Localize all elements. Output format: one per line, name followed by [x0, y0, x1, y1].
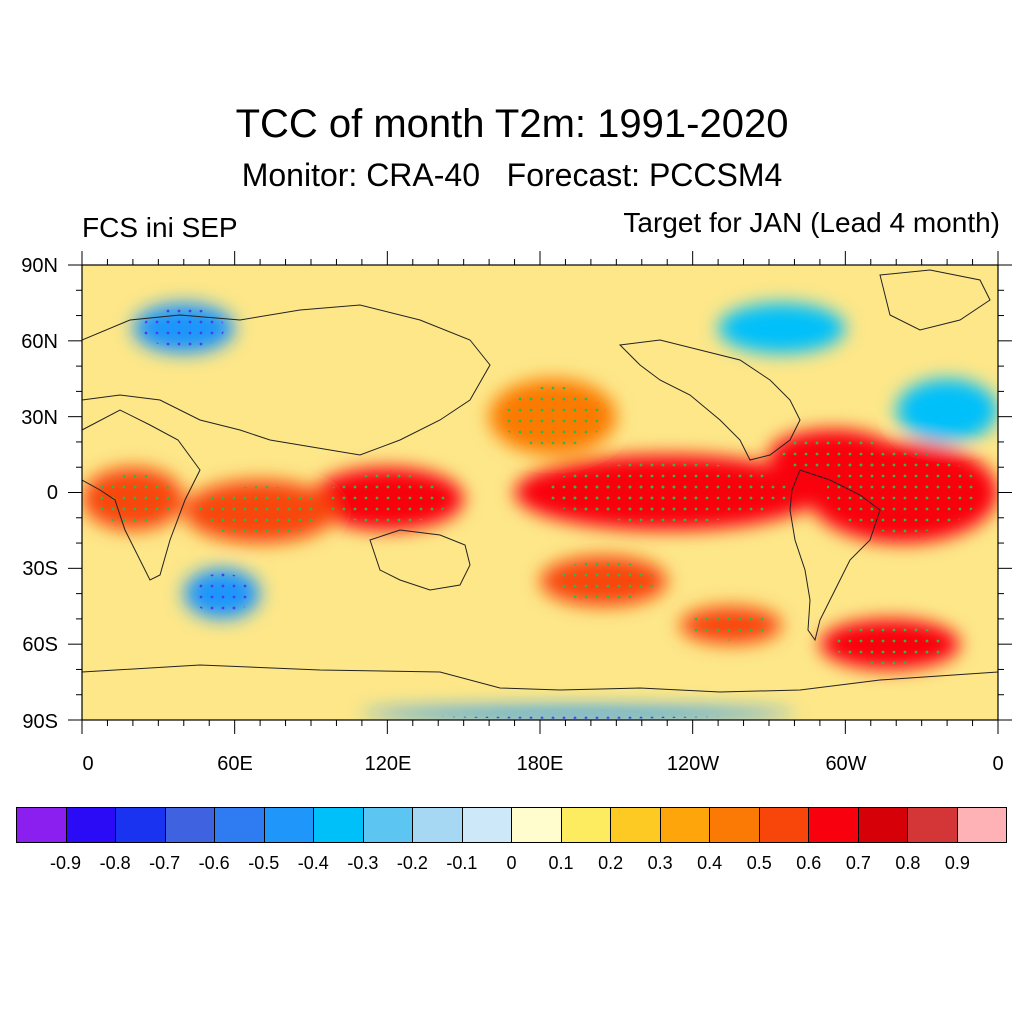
lat-tick-label: 30S — [22, 558, 58, 580]
colorbar-cell — [116, 808, 166, 842]
greenland-outline — [879, 269, 991, 331]
colorbar-cell — [66, 808, 116, 842]
colorbar-cell — [561, 808, 611, 842]
dots-south-atlantic — [833, 623, 946, 665]
map-field — [82, 265, 998, 720]
colorbar-cell — [809, 808, 859, 842]
significance-dots — [92, 307, 979, 719]
colorbar-tick-label: 0.1 — [548, 853, 574, 873]
dots-southeast-pacific — [690, 610, 772, 641]
lat-tick-label: 30N — [21, 407, 58, 429]
axis-ticks — [68, 251, 1012, 734]
colorbar-cell — [908, 808, 958, 842]
lon-tick-label: 120E — [364, 753, 412, 775]
dots-north-pacific-subtropics — [501, 386, 604, 447]
colorbar-tick-label: 0 — [506, 853, 517, 873]
dots-south-pacific-subtropics — [552, 560, 655, 602]
south-america-outline — [789, 469, 881, 642]
colorbar-tick-label: 0.5 — [746, 853, 772, 873]
lat-tick-label: 90N — [21, 255, 58, 277]
colorbar-tick-label: -0.8 — [99, 853, 131, 873]
colorbar-cell — [462, 808, 512, 842]
colorbar-tick-label: -0.5 — [248, 853, 280, 873]
region-canada — [718, 302, 846, 354]
lat-tick-label: 60S — [22, 634, 58, 656]
australia-outline — [369, 529, 471, 591]
coastlines — [82, 269, 998, 693]
lat-tick-label: 60N — [21, 331, 58, 353]
dots-maritime-continent — [326, 473, 449, 525]
colorbar-tick-label: -0.1 — [446, 853, 478, 873]
africa-outline — [82, 409, 201, 581]
dots-caribbean — [781, 434, 884, 475]
colorbar-tick-label: -0.9 — [50, 853, 82, 873]
chart-title: TCC of month T2m: 1991-2020 — [235, 102, 789, 146]
dots-indian-ocean — [199, 486, 322, 537]
region-north-atlantic — [896, 378, 998, 442]
colorbar-cell — [264, 808, 314, 842]
lat-tick-label: 90S — [22, 711, 58, 733]
colorbar-cell — [413, 808, 463, 842]
colorbar-cell — [165, 808, 215, 842]
lon-tick-label: 0 — [992, 753, 1004, 775]
colorbar-cell — [660, 808, 710, 842]
colorbar-tick-label: -0.3 — [347, 853, 379, 873]
colorbar-tick-label: -0.6 — [198, 853, 230, 873]
dots-tropical-atlantic — [826, 452, 979, 533]
dots-antarctic — [405, 708, 752, 719]
colorbar-cell — [858, 808, 908, 842]
colorbar-cell — [611, 808, 661, 842]
eurasia-outline — [82, 304, 491, 456]
dots-south-indian-ocean — [191, 573, 253, 614]
colorbar-tick-label: 0.3 — [647, 853, 673, 873]
dots-africa-west — [92, 473, 174, 525]
lat-tick-label: 0 — [46, 482, 58, 504]
colorbar-tick-label: -0.4 — [297, 853, 329, 873]
lon-tick-label: 0 — [82, 753, 94, 775]
colorbar-cell — [957, 808, 1006, 842]
lon-tick-label: 60E — [217, 753, 253, 775]
colorbar-cell — [314, 808, 364, 842]
colorbar-tick-label: -0.2 — [396, 853, 428, 873]
colorbar-tick-label: 0.2 — [598, 853, 624, 873]
lon-tick-label: 120W — [666, 753, 720, 775]
lon-tick-label: 180E — [516, 753, 564, 775]
colorbar-cell — [17, 808, 67, 842]
colorbar-cell — [710, 808, 760, 842]
colorbar-tick-label: 0.9 — [944, 853, 970, 873]
lon-tick-label: 60W — [825, 753, 867, 775]
colorbar — [16, 807, 1007, 843]
colorbar-tick-label: 0.4 — [697, 853, 723, 873]
colorbar-tick-label: -0.7 — [149, 853, 181, 873]
colorbar-tick-label: 0.6 — [796, 853, 822, 873]
chart-subtitle: Monitor: CRA-40 Forecast: PCCSM4 — [241, 157, 783, 193]
antarctica-outline — [82, 664, 998, 693]
colorbar-cell — [363, 808, 413, 842]
colorbar-cell — [759, 808, 809, 842]
dots-arctic-russia — [143, 307, 225, 349]
init-label: FCS ini SEP — [82, 212, 238, 243]
target-label: Target for JAN (Lead 4 month) — [623, 207, 1000, 238]
colorbar-cell — [215, 808, 265, 842]
colorbar-cell — [512, 808, 562, 842]
colorbar-tick-label: 0.8 — [895, 853, 921, 873]
colorbar-tick-label: 0.7 — [845, 853, 871, 873]
dots-eastern-equatorial-pacific — [545, 462, 790, 523]
north-america-outline — [618, 339, 801, 461]
